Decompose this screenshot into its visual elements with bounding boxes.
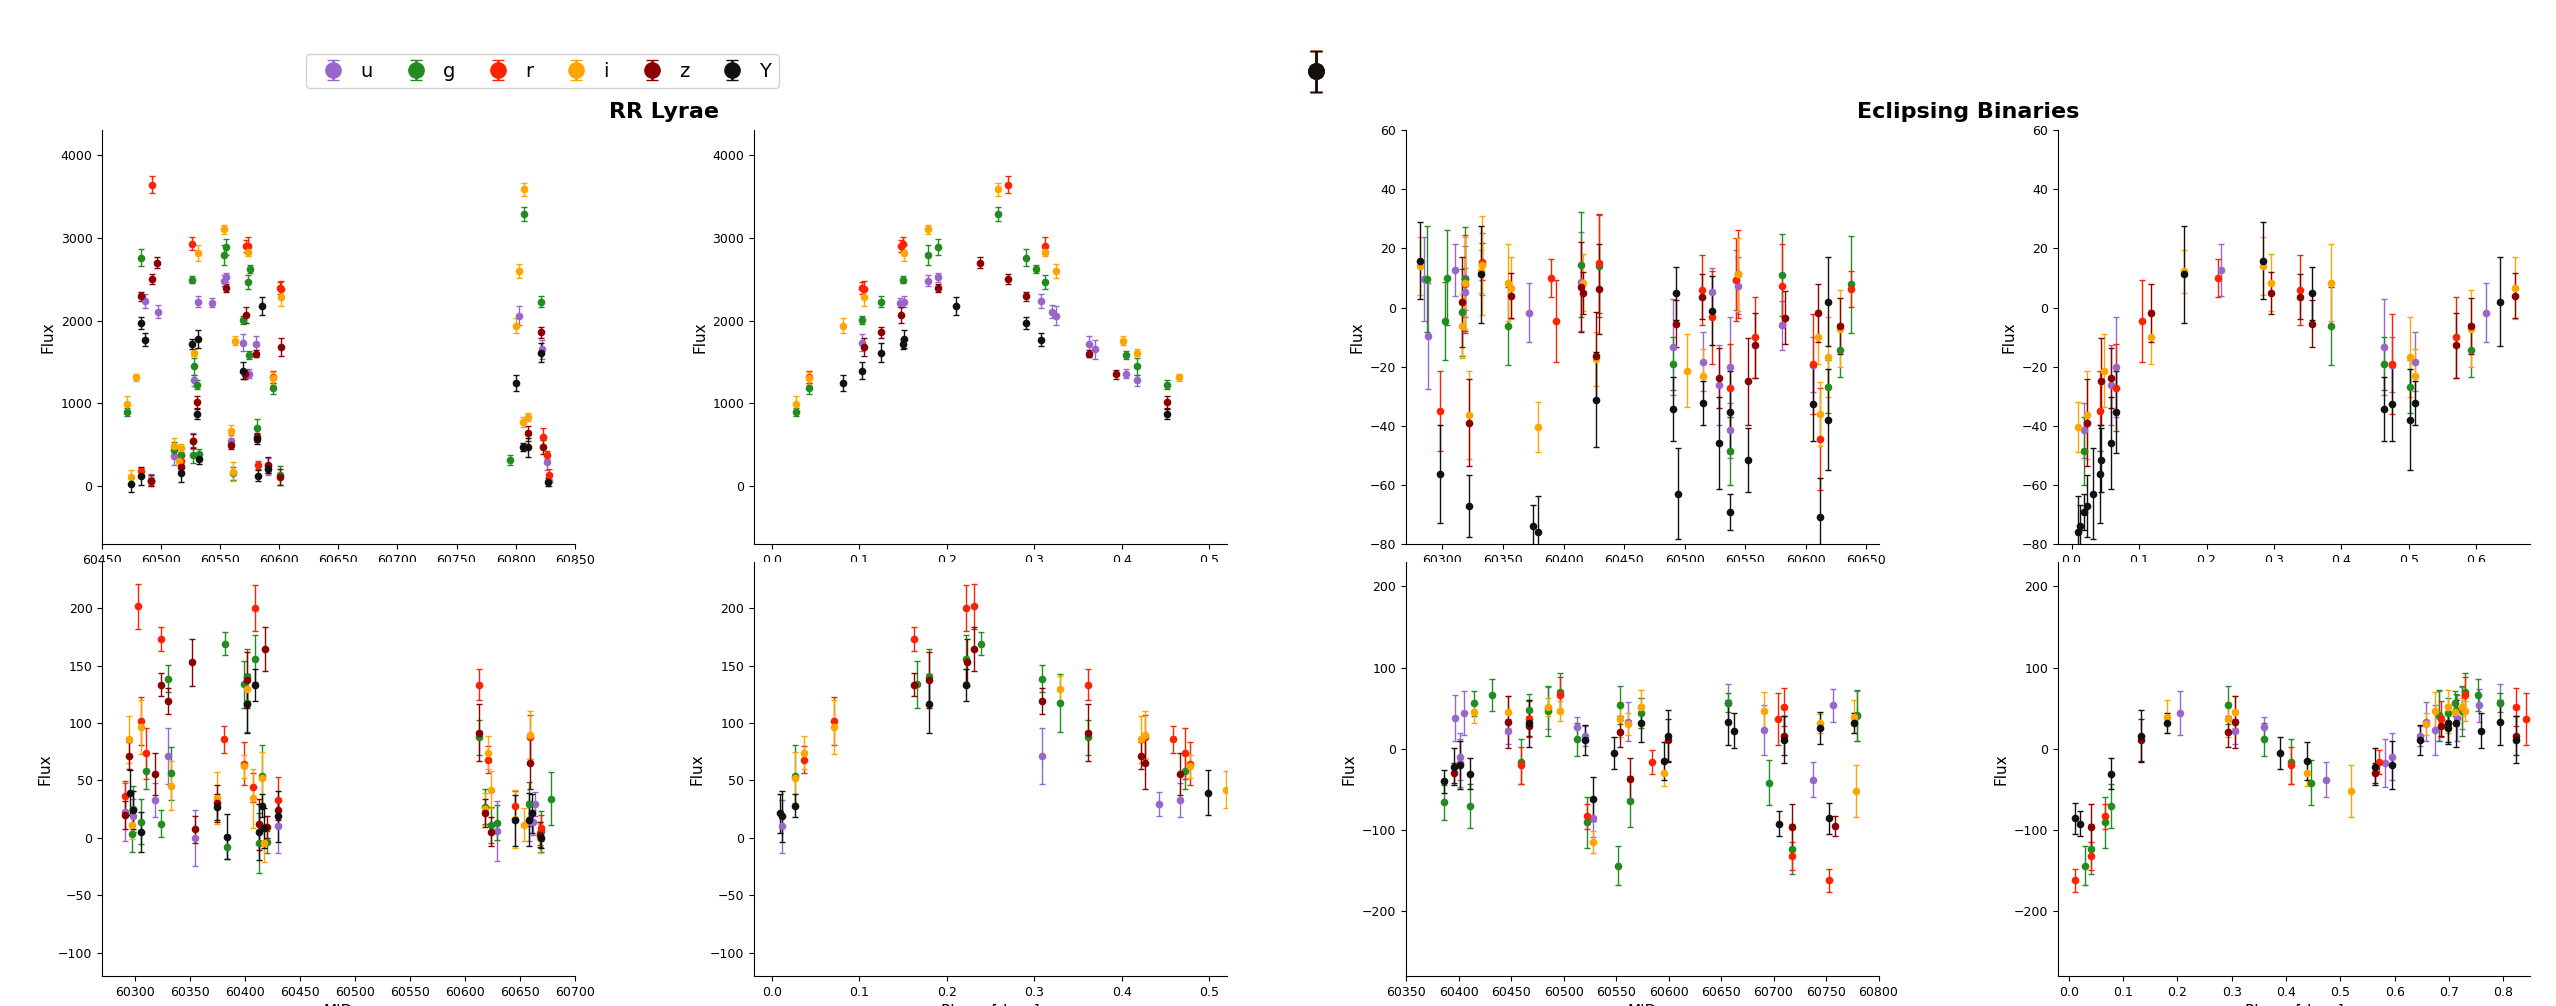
- Y-axis label: Flux: Flux: [690, 753, 705, 785]
- Y-axis label: Flux: Flux: [1350, 321, 1365, 353]
- X-axis label: MJD: MJD: [325, 572, 353, 588]
- X-axis label: Phase [days]: Phase [days]: [2244, 1004, 2344, 1006]
- Y-axis label: Flux: Flux: [41, 321, 56, 353]
- X-axis label: Phase [days]: Phase [days]: [941, 572, 1040, 588]
- Text: RR Lyrae: RR Lyrae: [608, 103, 718, 122]
- X-axis label: Phase [days]: Phase [days]: [941, 1004, 1040, 1006]
- Y-axis label: Flux: Flux: [1994, 753, 2009, 785]
- Y-axis label: Flux: Flux: [1342, 753, 1357, 785]
- X-axis label: MJD: MJD: [1628, 572, 1656, 588]
- X-axis label: MJD: MJD: [325, 1004, 353, 1006]
- Text: Eclipsing Binaries: Eclipsing Binaries: [1858, 103, 2081, 122]
- Legend: u, g, r, i, z, Y: u, g, r, i, z, Y: [307, 53, 780, 89]
- X-axis label: MJD: MJD: [1628, 1004, 1656, 1006]
- Y-axis label: Flux: Flux: [2001, 321, 2017, 353]
- X-axis label: Phase [days]: Phase [days]: [2244, 572, 2344, 588]
- Y-axis label: Flux: Flux: [38, 753, 54, 785]
- Y-axis label: Flux: Flux: [693, 321, 708, 353]
